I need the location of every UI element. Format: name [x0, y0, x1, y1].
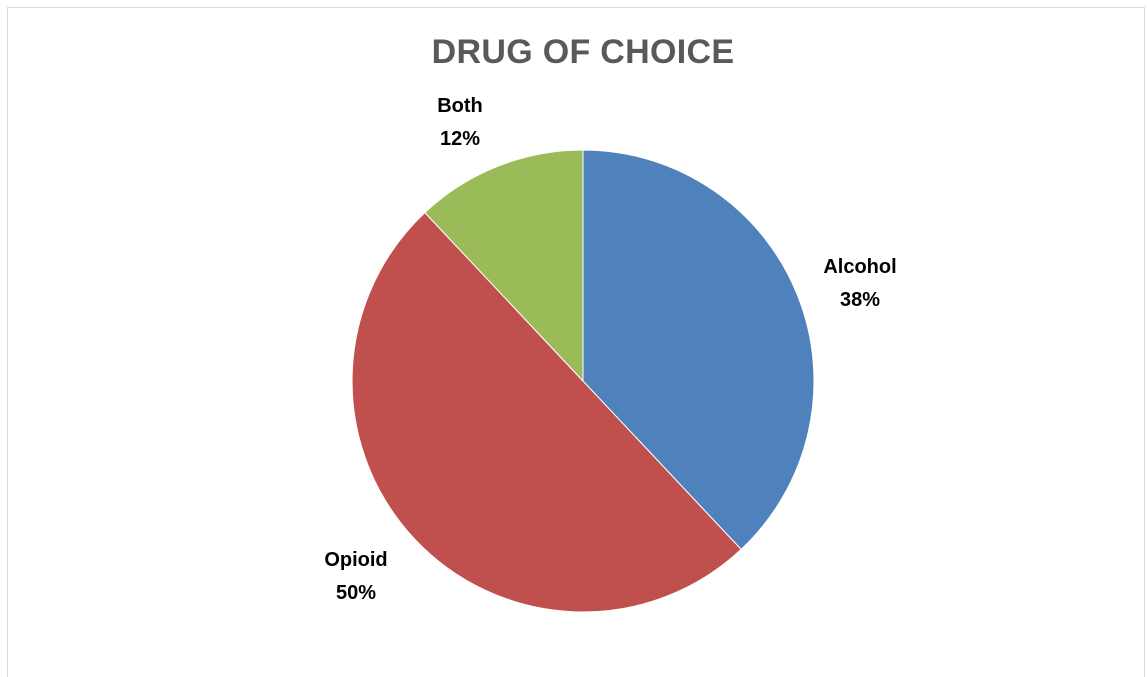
data-label-category-alcohol: Alcohol: [823, 256, 896, 278]
pie-slice-opioid: [351, 211, 742, 613]
data-label-percent-both: 12%: [440, 128, 480, 150]
data-label-category-opioid: Opioid: [324, 549, 387, 571]
data-labels: Alcohol 38% Opioid 50% Both 12%: [324, 95, 896, 604]
pie-slice-both: [424, 149, 584, 383]
chart-title: DRUG OF CHOICE: [431, 33, 735, 71]
pie-slice-alcohol: [582, 149, 815, 551]
data-label-category-both: Both: [437, 95, 483, 117]
pie-slices: [351, 149, 815, 613]
data-label-percent-alcohol: 38%: [840, 289, 880, 311]
data-label-percent-opioid: 50%: [336, 582, 376, 604]
